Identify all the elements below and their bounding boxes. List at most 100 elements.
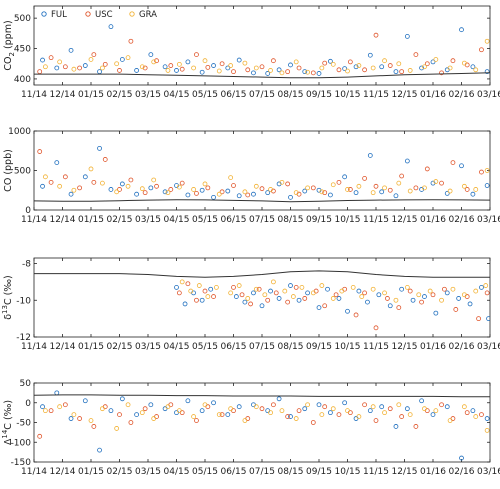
plot-marks <box>34 390 490 461</box>
point-usc <box>293 284 299 290</box>
point-ful <box>479 284 484 290</box>
point-gra <box>370 190 376 196</box>
y-tick-label: 50 <box>20 379 32 389</box>
point-usc <box>310 420 316 425</box>
point-ful <box>97 145 102 151</box>
point-ful <box>444 404 450 410</box>
point-ful <box>342 174 348 180</box>
point-usc <box>194 191 199 196</box>
point-usc <box>77 416 82 421</box>
point-usc <box>413 52 419 58</box>
y-tick-label: -150 <box>11 458 32 468</box>
point-ful <box>134 68 140 73</box>
point-ful <box>174 284 179 290</box>
point-ful <box>419 398 425 404</box>
point-usc <box>205 185 211 191</box>
point-gra <box>125 55 131 61</box>
point-usc <box>347 187 353 192</box>
point-gra <box>330 296 336 301</box>
x-tick-label: 12/15 <box>392 215 418 225</box>
point-ful <box>54 65 60 71</box>
point-ful <box>486 316 490 322</box>
point-ful <box>484 183 490 188</box>
point-ful <box>288 62 293 68</box>
point-usc <box>77 65 82 71</box>
point-ful <box>353 416 359 421</box>
point-ful <box>68 191 74 197</box>
x-tick-label: 04/15 <box>164 467 190 477</box>
x-tick-label: 05/15 <box>192 467 218 477</box>
point-ful <box>288 414 293 419</box>
point-gra <box>422 406 427 412</box>
point-ful <box>387 303 393 309</box>
point-usc <box>387 63 393 68</box>
point-ful <box>148 402 154 408</box>
point-gra <box>422 64 427 70</box>
point-usc <box>194 52 199 58</box>
x-tick-label: 11/14 <box>21 467 47 477</box>
point-usc <box>102 157 108 162</box>
y-tick-label: 0 <box>25 399 31 409</box>
point-usc <box>347 59 353 65</box>
x-tick-label: 01/16 <box>420 90 446 100</box>
point-usc <box>205 64 211 70</box>
point-ful <box>97 447 102 453</box>
point-gra <box>151 177 157 183</box>
y-axis-label: δ13C (‰) <box>1 275 14 320</box>
x-tick-label: 08/15 <box>278 342 304 352</box>
x-tick-label: 08/15 <box>278 467 304 477</box>
point-ful <box>444 290 450 296</box>
point-gra <box>100 180 105 186</box>
point-ful <box>276 67 282 73</box>
point-ful <box>148 52 154 58</box>
point-usc <box>102 61 108 67</box>
x-tick-label: 01/15 <box>78 342 104 352</box>
point-usc <box>102 404 108 410</box>
x-tick-label: 02/15 <box>107 215 133 225</box>
point-gra <box>382 58 387 64</box>
point-usc <box>336 67 342 73</box>
point-ful <box>327 192 333 198</box>
x-tick-label: 05/15 <box>192 215 218 225</box>
point-usc <box>117 68 122 73</box>
point-ful <box>134 191 140 197</box>
point-usc <box>362 67 368 73</box>
point-gra <box>345 187 350 192</box>
point-ful <box>199 69 205 75</box>
point-gra <box>422 185 427 191</box>
point-usc <box>37 149 43 154</box>
point-ful <box>97 69 102 75</box>
point-gra <box>447 418 453 423</box>
point-ful <box>356 288 362 294</box>
point-usc <box>373 418 379 423</box>
point-usc <box>219 412 225 418</box>
point-usc <box>273 290 279 296</box>
point-gra <box>176 408 182 414</box>
point-usc <box>362 290 368 296</box>
point-gra <box>370 65 376 71</box>
point-usc <box>413 424 419 429</box>
point-usc <box>302 296 308 301</box>
point-gra <box>299 284 305 290</box>
point-usc <box>387 406 393 412</box>
x-tick-label: 01/16 <box>420 215 446 225</box>
point-ful <box>82 63 88 68</box>
x-tick-label: 11/15 <box>363 342 389 352</box>
point-gra <box>370 286 376 292</box>
x-tick-label: 06/15 <box>221 342 247 352</box>
point-usc <box>399 69 405 75</box>
point-ful <box>276 396 282 402</box>
point-gra <box>310 290 316 296</box>
y-tick-label: -50 <box>16 419 31 429</box>
point-ful <box>365 299 370 305</box>
point-ful <box>345 308 350 314</box>
point-usc <box>37 433 43 439</box>
point-ful <box>302 188 308 194</box>
point-usc <box>419 299 425 305</box>
point-ful <box>296 297 302 303</box>
point-ful <box>233 294 239 299</box>
point-gra <box>484 427 490 433</box>
point-gra <box>253 183 259 189</box>
point-usc <box>310 185 316 191</box>
x-tick-label: 01/15 <box>78 90 104 100</box>
